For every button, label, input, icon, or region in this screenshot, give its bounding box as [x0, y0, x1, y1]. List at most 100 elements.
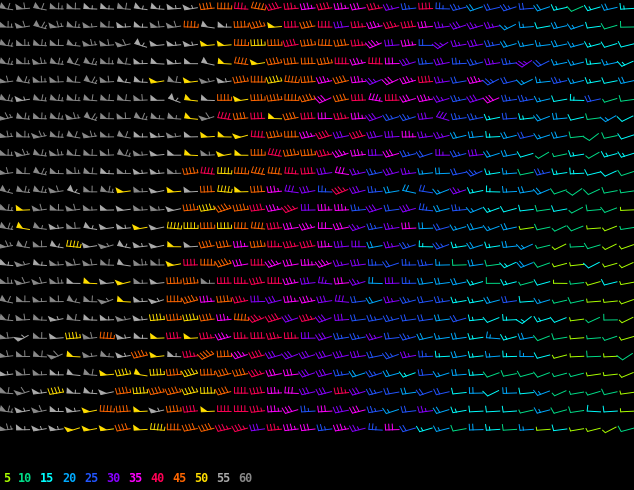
- Polygon shape: [100, 113, 107, 119]
- Polygon shape: [0, 39, 6, 46]
- Polygon shape: [165, 132, 174, 138]
- Polygon shape: [133, 315, 141, 321]
- Polygon shape: [83, 205, 90, 211]
- Polygon shape: [16, 424, 23, 430]
- Polygon shape: [15, 23, 23, 28]
- Polygon shape: [65, 407, 74, 412]
- Polygon shape: [49, 40, 56, 46]
- Polygon shape: [67, 350, 74, 357]
- Polygon shape: [0, 352, 6, 357]
- Text: 5: 5: [3, 472, 10, 485]
- Polygon shape: [82, 260, 90, 266]
- Polygon shape: [184, 112, 191, 119]
- Polygon shape: [150, 41, 157, 46]
- Polygon shape: [33, 350, 40, 357]
- Polygon shape: [84, 368, 90, 375]
- Polygon shape: [0, 222, 6, 228]
- Polygon shape: [133, 260, 141, 266]
- Polygon shape: [67, 21, 74, 27]
- Polygon shape: [150, 22, 157, 27]
- Polygon shape: [16, 296, 23, 302]
- Polygon shape: [84, 111, 90, 119]
- Polygon shape: [134, 38, 141, 46]
- Polygon shape: [166, 58, 174, 64]
- Polygon shape: [48, 187, 56, 193]
- Polygon shape: [16, 240, 23, 247]
- Polygon shape: [67, 76, 74, 82]
- Polygon shape: [100, 58, 107, 64]
- Polygon shape: [115, 187, 124, 193]
- Polygon shape: [217, 22, 224, 27]
- Polygon shape: [0, 243, 6, 248]
- Polygon shape: [150, 58, 157, 64]
- Polygon shape: [0, 149, 6, 155]
- Polygon shape: [200, 406, 208, 412]
- Polygon shape: [67, 185, 74, 192]
- Polygon shape: [150, 205, 157, 211]
- Polygon shape: [99, 425, 107, 431]
- Polygon shape: [83, 314, 90, 320]
- Polygon shape: [166, 41, 174, 46]
- Polygon shape: [82, 22, 90, 28]
- Polygon shape: [165, 206, 174, 212]
- Polygon shape: [148, 298, 157, 304]
- Polygon shape: [167, 168, 174, 174]
- Polygon shape: [33, 2, 40, 9]
- Polygon shape: [100, 259, 107, 265]
- Polygon shape: [82, 242, 90, 248]
- Polygon shape: [149, 150, 157, 156]
- Polygon shape: [183, 4, 191, 10]
- Polygon shape: [133, 95, 141, 100]
- Polygon shape: [84, 57, 90, 64]
- Polygon shape: [0, 370, 6, 376]
- Polygon shape: [115, 334, 124, 339]
- Polygon shape: [117, 295, 124, 302]
- Polygon shape: [48, 23, 56, 28]
- Polygon shape: [50, 240, 56, 247]
- Polygon shape: [133, 424, 141, 430]
- Polygon shape: [67, 57, 74, 64]
- Text: Wind 500 hPa [kts] ECMWF: Wind 500 hPa [kts] ECMWF: [4, 448, 175, 461]
- Polygon shape: [0, 2, 6, 9]
- Polygon shape: [16, 205, 23, 210]
- Polygon shape: [201, 21, 208, 27]
- Polygon shape: [217, 131, 224, 137]
- Polygon shape: [64, 427, 74, 432]
- Polygon shape: [31, 133, 40, 138]
- Polygon shape: [167, 241, 174, 247]
- Polygon shape: [115, 352, 124, 358]
- Polygon shape: [98, 244, 107, 248]
- Polygon shape: [31, 279, 40, 285]
- Polygon shape: [33, 167, 40, 173]
- Polygon shape: [216, 77, 224, 83]
- Polygon shape: [82, 41, 90, 46]
- Polygon shape: [50, 94, 56, 100]
- Polygon shape: [16, 75, 23, 82]
- Polygon shape: [0, 115, 6, 120]
- Polygon shape: [82, 333, 90, 339]
- Polygon shape: [33, 185, 40, 192]
- Polygon shape: [0, 57, 6, 64]
- Polygon shape: [117, 258, 124, 265]
- Polygon shape: [116, 223, 124, 229]
- Polygon shape: [148, 188, 157, 193]
- Polygon shape: [100, 131, 107, 137]
- Polygon shape: [49, 278, 56, 284]
- Polygon shape: [115, 316, 124, 321]
- Polygon shape: [15, 369, 23, 375]
- Polygon shape: [0, 425, 6, 431]
- Polygon shape: [216, 151, 224, 156]
- Polygon shape: [15, 315, 23, 320]
- Polygon shape: [100, 168, 107, 173]
- Polygon shape: [133, 242, 141, 247]
- Polygon shape: [14, 279, 23, 285]
- Polygon shape: [150, 113, 157, 119]
- Polygon shape: [83, 94, 90, 100]
- Polygon shape: [50, 57, 56, 64]
- Polygon shape: [115, 42, 124, 47]
- Polygon shape: [16, 40, 23, 46]
- Polygon shape: [66, 223, 74, 229]
- Polygon shape: [233, 96, 242, 101]
- Polygon shape: [168, 93, 174, 100]
- Polygon shape: [0, 295, 6, 302]
